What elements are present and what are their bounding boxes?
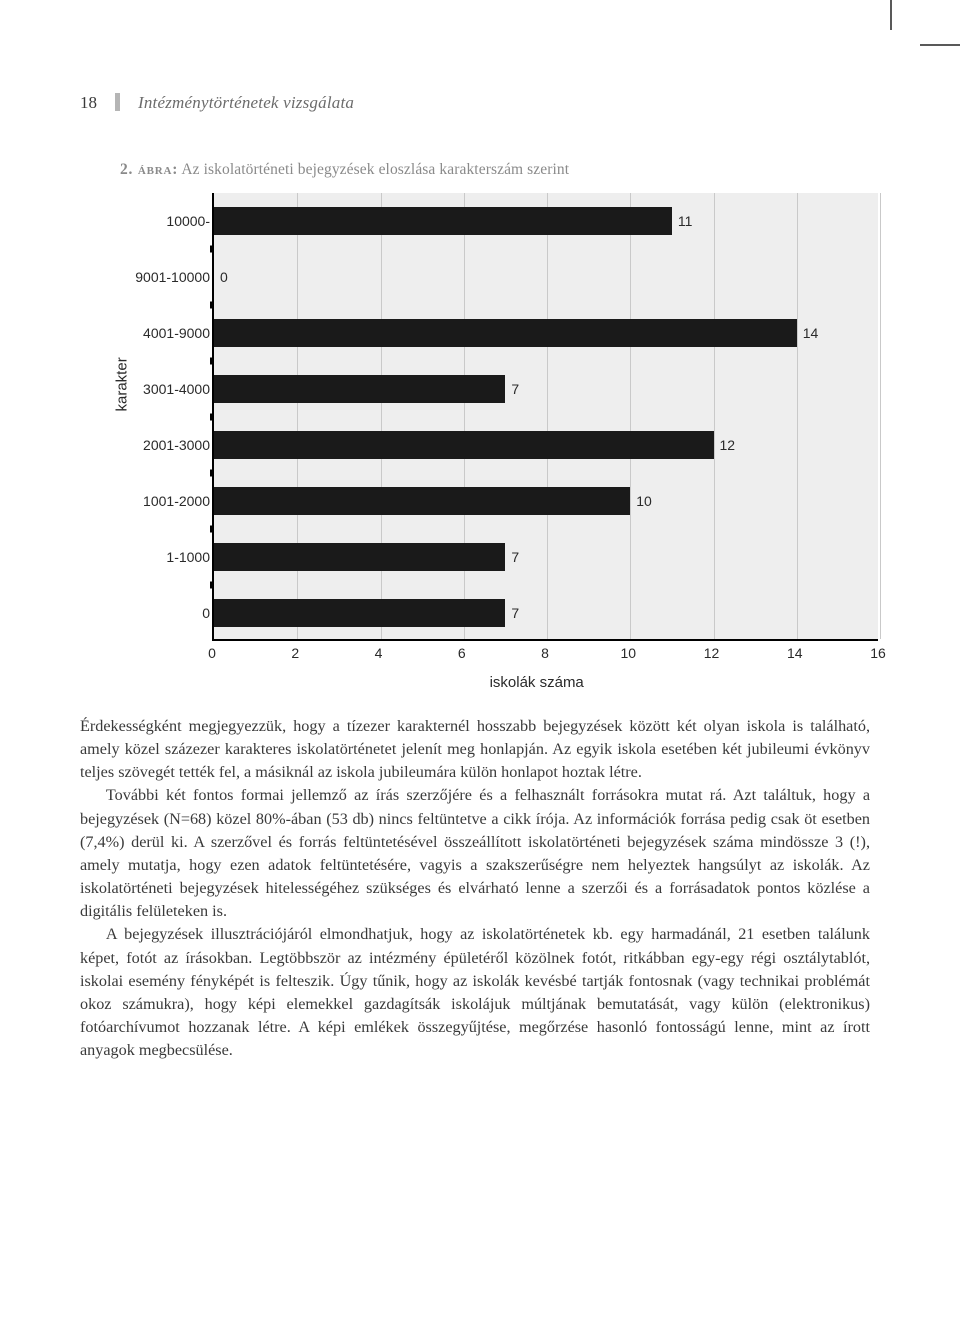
chart-bar [214,543,505,571]
chart-y-tick: 4001-9000 [143,325,210,341]
page: 18 Intézménytörténetek vizsgálata 2. ábr… [0,0,960,1344]
chart-x-tick: 16 [870,645,886,661]
chart-x-tick: 6 [458,645,466,661]
chart-y-axis-label: karakter [114,357,131,411]
chart-y-tick-mark [210,358,212,365]
running-title: Intézménytörténetek vizsgálata [138,93,354,113]
chart-bar-value: 14 [803,325,819,341]
chart-gridline [381,193,382,639]
chart-bar-value: 7 [511,605,519,621]
chart-bar-value: 10 [636,493,652,509]
chart-plot-area: 11 0 14 7 12 10 7 7 [212,193,878,641]
chart-bar [214,431,714,459]
figure-caption-text: Az iskolatörténeti bejegyzések eloszlása… [181,161,569,178]
running-head-divider [115,93,120,111]
chart-x-tick: 12 [704,645,720,661]
chart-bar [214,207,672,235]
chart-bar [214,599,505,627]
paragraph: Érdekességként megjegyezzük, hogy a tíze… [80,715,870,784]
chart-x-tick: 14 [787,645,803,661]
chart-gridline [797,193,798,639]
chart-y-tick: 0 [202,605,210,621]
chart-x-tick: 0 [208,645,216,661]
chart-bar-value: 7 [511,549,519,565]
chart-gridline [630,193,631,639]
page-number: 18 [80,93,97,113]
chart-gridline [880,193,881,639]
chart-y-tick-mark [210,470,212,477]
chart-y-tick: 10000- [166,213,210,229]
chart: 110147121077 karakter iskolák száma 0246… [120,193,878,693]
chart-x-axis-label: iskolák száma [490,674,584,691]
chart-y-tick-mark [210,414,212,421]
chart-y-tick: 9001-10000 [135,269,210,285]
paragraph: További két fontos formai jellemző az ír… [80,784,870,923]
running-head: 18 Intézménytörténetek vizsgálata [80,90,870,113]
chart-y-tick: 2001-3000 [143,437,210,453]
chart-y-tick: 1001-2000 [143,493,210,509]
chart-bar-value: 12 [720,437,736,453]
chart-gridline [547,193,548,639]
body-text: Érdekességként megjegyezzük, hogy a tíze… [80,715,870,1062]
chart-gridline [464,193,465,639]
figure-caption: 2. ábra: Az iskolatörténeti bejegyzések … [120,161,870,179]
chart-y-tick-mark [210,582,212,589]
chart-gridline [297,193,298,639]
chart-y-tick: 3001-4000 [143,381,210,397]
chart-x-tick: 4 [375,645,383,661]
chart-x-tick: 8 [541,645,549,661]
chart-x-tick: 10 [620,645,636,661]
chart-gridline [714,193,715,639]
chart-bar [214,487,630,515]
chart-y-tick: 1-1000 [166,549,210,565]
chart-y-tick-mark [210,246,212,253]
chart-bar [214,319,797,347]
chart-x-tick: 2 [291,645,299,661]
chart-bar-value: 11 [678,213,693,229]
paragraph: A bejegyzések illusztrációjáról elmondha… [80,923,870,1062]
chart-bar-value: 7 [511,381,519,397]
chart-y-tick-mark [210,526,212,533]
figure-caption-lead: 2. ábra: [120,161,178,178]
chart-bar-value: 0 [220,269,228,285]
chart-bar [214,375,505,403]
chart-y-tick-mark [210,302,212,309]
